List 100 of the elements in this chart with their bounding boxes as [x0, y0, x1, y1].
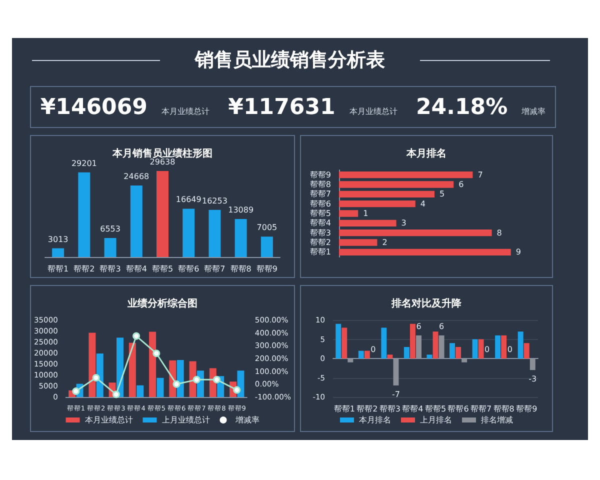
bar — [495, 335, 501, 358]
data-label: 24668 — [124, 172, 150, 181]
data-label: 6553 — [100, 224, 120, 234]
bar — [387, 354, 393, 358]
point — [152, 350, 160, 358]
bar — [78, 172, 90, 257]
bar — [339, 181, 454, 188]
x-tick-label: 帮帮9 — [516, 404, 538, 414]
point — [112, 390, 120, 398]
data-label: 7 — [478, 170, 483, 180]
data-label: 8 — [496, 228, 502, 238]
x-tick-label: 帮帮9 — [256, 264, 278, 274]
bar — [432, 332, 438, 358]
bar — [348, 358, 354, 362]
bar — [381, 328, 387, 358]
point — [132, 332, 140, 340]
bar — [339, 220, 396, 226]
bar — [182, 208, 195, 257]
x-tick-label: 帮帮4 — [402, 404, 424, 414]
y-tick-label: 帮帮5 — [310, 209, 331, 218]
bar — [450, 343, 455, 358]
x-tick-label: 帮帮6 — [178, 264, 200, 274]
text: 本月业绩总计 — [349, 106, 398, 116]
x-tick-label: 帮帮2 — [74, 264, 95, 274]
bar — [524, 343, 530, 358]
bar — [342, 328, 348, 358]
bar — [156, 378, 164, 397]
bar — [339, 230, 492, 236]
data-label: 9 — [516, 248, 521, 257]
bar — [472, 339, 478, 358]
x-tick-label: 帮帮8 — [230, 264, 252, 274]
bar — [438, 335, 444, 358]
x-tick-label: 帮帮3 — [379, 404, 400, 414]
data-label: 4 — [420, 199, 426, 208]
bar — [426, 354, 432, 358]
bar — [88, 332, 96, 397]
legend-label: 本月业绩总计 — [84, 416, 133, 424]
bar — [339, 200, 416, 208]
x-tick-label: 帮帮5 — [424, 404, 446, 414]
text: ¥117631 — [228, 94, 336, 120]
bar — [96, 353, 104, 397]
x-tick-label: 帮帮7 — [204, 264, 226, 274]
data-label: 5 — [440, 190, 445, 199]
y-tick-label: 帮帮9 — [310, 170, 331, 180]
bar — [52, 248, 64, 257]
x-tick-label: 帮帮3 — [100, 264, 121, 274]
x-tick-label: 帮帮4 — [126, 264, 147, 274]
chart-title: 业绩分析综合图 — [126, 298, 198, 310]
data-label: 16649 — [176, 195, 202, 204]
data-label: 16253 — [202, 196, 228, 206]
y-tick-label: 帮帮6 — [310, 199, 331, 208]
bar — [364, 350, 370, 358]
data-label: 3 — [401, 218, 406, 228]
bar — [176, 360, 184, 397]
chart-title: 本月排名 — [406, 148, 446, 160]
text: ¥146069 — [40, 94, 148, 120]
legend-label: 排名增减 — [481, 416, 513, 424]
bar — [339, 172, 473, 178]
bar — [336, 324, 342, 358]
data-label: 0 — [370, 345, 376, 354]
bar — [416, 335, 422, 358]
y-tick-label: 帮帮3 — [310, 228, 331, 238]
bar — [104, 238, 116, 257]
bar — [410, 324, 416, 358]
bar — [501, 335, 507, 358]
legend-label: 增减率 — [234, 416, 260, 424]
text: 本月业绩总计 — [161, 106, 210, 116]
data-label: 6 — [458, 180, 464, 189]
chart-title: 排名对比及升降 — [390, 298, 462, 310]
y-tick-label: 帮帮8 — [310, 180, 331, 189]
bar — [156, 171, 168, 257]
x-tick-label: 帮帮1 — [48, 264, 69, 274]
bar — [456, 346, 462, 358]
data-label: -3 — [528, 374, 537, 384]
bar — [130, 185, 142, 257]
x-tick-label: 帮帮8 — [493, 404, 514, 414]
x-tick-label: 帮帮7 — [470, 404, 492, 414]
data-label: 13089 — [228, 206, 254, 215]
y-tick-label: 帮帮1 — [310, 248, 331, 257]
text: 24.18% — [416, 94, 508, 120]
bar — [260, 236, 273, 257]
legend-label: 上月业绩总计 — [162, 416, 210, 424]
bar — [339, 248, 511, 256]
data-label: 6 — [416, 322, 422, 331]
chart-title: 本月销售员业绩柱形图 — [112, 148, 212, 160]
data-label: 29201 — [71, 158, 97, 168]
y-tick-label: 帮帮4 — [310, 218, 331, 228]
bar — [234, 219, 247, 257]
text: 销售员业绩销售分析表 — [193, 48, 386, 73]
data-label: 6 — [438, 322, 444, 331]
bar — [339, 210, 358, 217]
bar — [462, 358, 468, 362]
legend-label: 上月排名 — [420, 416, 452, 424]
point — [172, 380, 180, 388]
bar — [358, 350, 364, 358]
bar — [136, 385, 144, 397]
bar — [404, 346, 410, 358]
bar — [208, 210, 221, 257]
x-tick-label: 帮帮1 — [334, 404, 355, 414]
bar — [128, 342, 136, 397]
